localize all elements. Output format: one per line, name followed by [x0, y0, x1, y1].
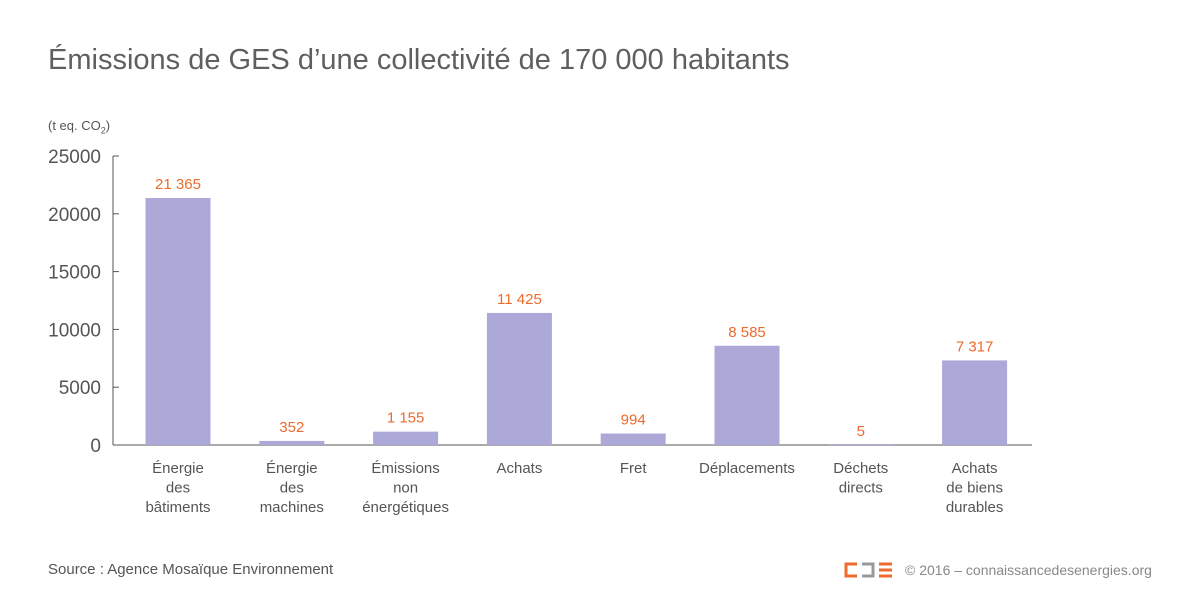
x-tick-label: de biens [946, 480, 1003, 497]
y-tick-label: 10000 [48, 320, 101, 341]
x-tick-label: Déplacements [699, 460, 795, 477]
x-tick-label: Déchets [833, 460, 888, 477]
data-label: 994 [621, 412, 646, 429]
bar [600, 433, 666, 445]
x-tick-label: durables [946, 499, 1004, 516]
data-label: 7 317 [956, 338, 994, 355]
x-tick-label: non [393, 480, 418, 497]
y-tick-label: 20000 [48, 205, 101, 226]
data-label: 352 [279, 419, 304, 436]
source-text: Source : Agence Mosaïque Environnement [48, 561, 334, 578]
cde-logo [844, 562, 892, 578]
data-label: 11 425 [497, 291, 542, 308]
x-tick-label: Achats [952, 460, 998, 477]
x-tick-label: bâtiments [145, 499, 210, 516]
y-tick-label: 0 [90, 436, 101, 457]
x-tick-label: Énergie [152, 460, 204, 477]
data-label: 1 155 [387, 410, 425, 427]
bar [259, 440, 325, 445]
y-tick-label: 15000 [48, 263, 101, 284]
x-tick-label: Achats [496, 460, 542, 477]
x-tick-label: énergétiques [362, 499, 449, 516]
copyright-text: © 2016 – connaissancedesenergies.org [905, 562, 1152, 578]
data-label: 21 365 [155, 176, 201, 193]
bar [828, 444, 894, 446]
bar [145, 198, 211, 445]
bar [942, 360, 1008, 445]
x-tick-label: Émissions [371, 460, 439, 477]
data-label: 8 585 [728, 324, 766, 341]
x-tick-label: Énergie [266, 460, 318, 477]
x-tick-label: directs [839, 480, 883, 497]
x-tick-label: Fret [620, 460, 648, 477]
y-tick-label: 25000 [48, 147, 101, 168]
y-tick-label: 5000 [59, 378, 101, 399]
x-tick-label: des [166, 480, 190, 497]
data-label: 5 [857, 423, 865, 440]
x-tick-label: machines [260, 499, 324, 516]
bar [373, 431, 439, 445]
chart-title: Émissions de GES d’une collectivité de 1… [48, 44, 790, 76]
bar [486, 312, 552, 445]
bar [714, 345, 780, 445]
y-axis-unit: (t eq. CO2) [48, 118, 111, 136]
x-tick-label: des [280, 480, 304, 497]
